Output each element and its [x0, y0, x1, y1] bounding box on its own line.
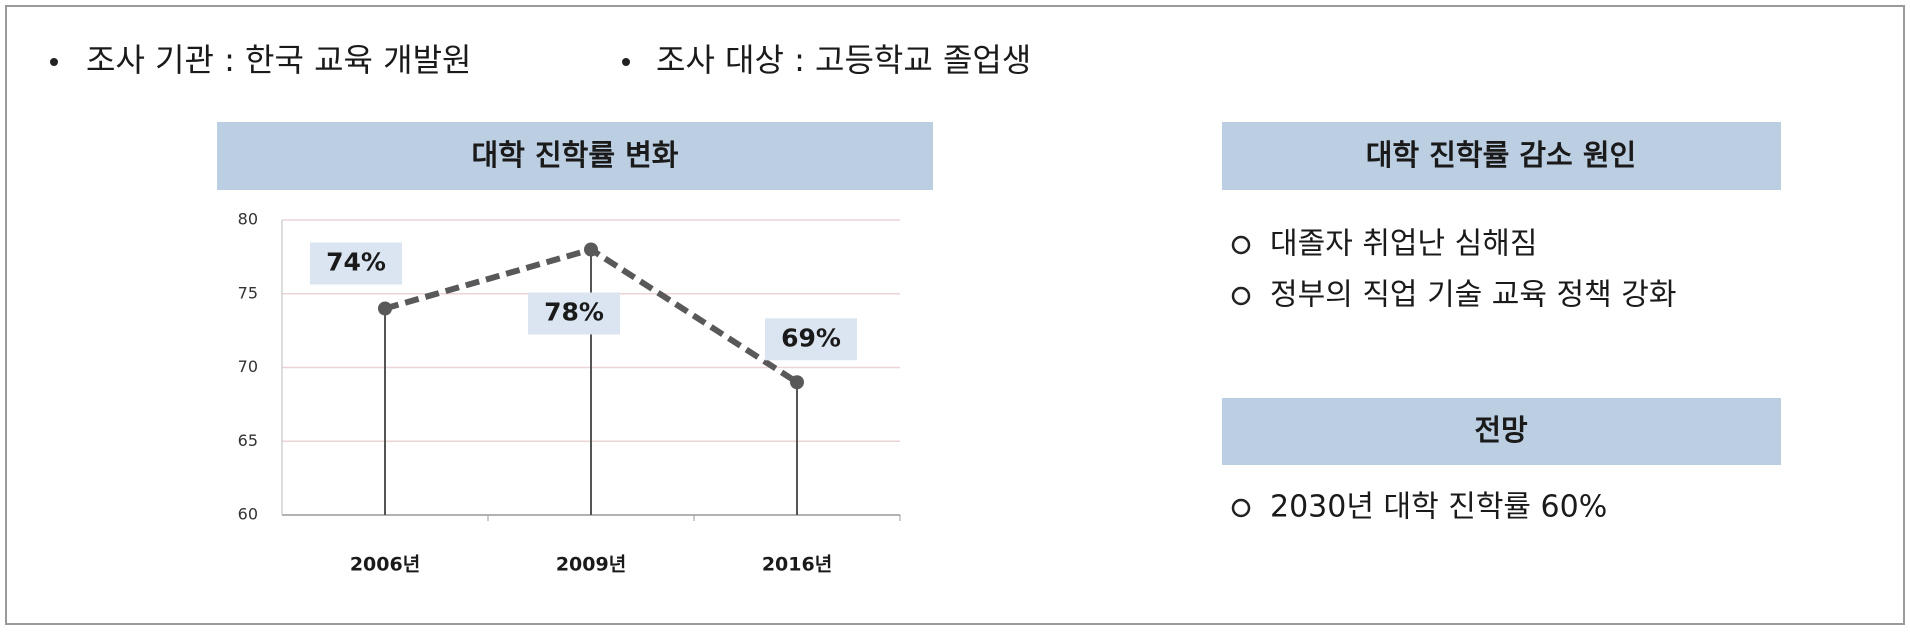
label-box	[310, 242, 402, 285]
point	[584, 242, 598, 257]
title-bar	[1222, 122, 1781, 190]
y-tick-label: 75	[238, 283, 258, 302]
bullet	[1231, 498, 1251, 518]
point	[790, 375, 804, 390]
label-box	[528, 292, 620, 335]
chart-title: 대학 진학률 변화	[472, 138, 679, 172]
label-box	[765, 318, 857, 361]
x-tick-label: 2006년	[350, 554, 420, 576]
panel-item: 대졸자 취업난 심해짐	[1270, 227, 1537, 262]
frame	[5, 5, 1905, 625]
panel-item: 정부의 직업 기술 교육 정책 강화	[1270, 278, 1676, 313]
y-tick-label: 70	[238, 357, 258, 376]
title-bar	[1222, 398, 1781, 465]
panel-title: 대학 진학률 감소 원인	[1366, 138, 1636, 172]
value-label: 74%	[326, 248, 386, 277]
y-tick-label: 60	[238, 505, 258, 524]
bullet	[50, 58, 58, 66]
plot: 60 65 70 75 80 2006년 2009년 2016년 74% 78% 69%	[238, 210, 901, 576]
y-tick-label: 65	[238, 431, 258, 450]
header-item: 조사 기관 : 한국 교육 개발원	[86, 41, 471, 79]
title-bar	[217, 122, 933, 190]
point	[378, 301, 392, 316]
value-label: 78%	[544, 298, 604, 327]
x-tick-label: 2009년	[556, 554, 626, 576]
header-item: 조사 대상 : 고등학교 졸업생	[656, 41, 1031, 79]
bullet	[1231, 235, 1251, 255]
bullet	[622, 58, 630, 66]
panel-item: 2030년 대학 진학률 60%	[1270, 490, 1607, 525]
x-tick-label: 2016년	[762, 554, 832, 576]
panel-title: 전망	[1474, 413, 1528, 447]
y-tick-label: 80	[238, 210, 258, 229]
bullet	[1231, 286, 1251, 306]
value-label: 69%	[781, 323, 841, 352]
